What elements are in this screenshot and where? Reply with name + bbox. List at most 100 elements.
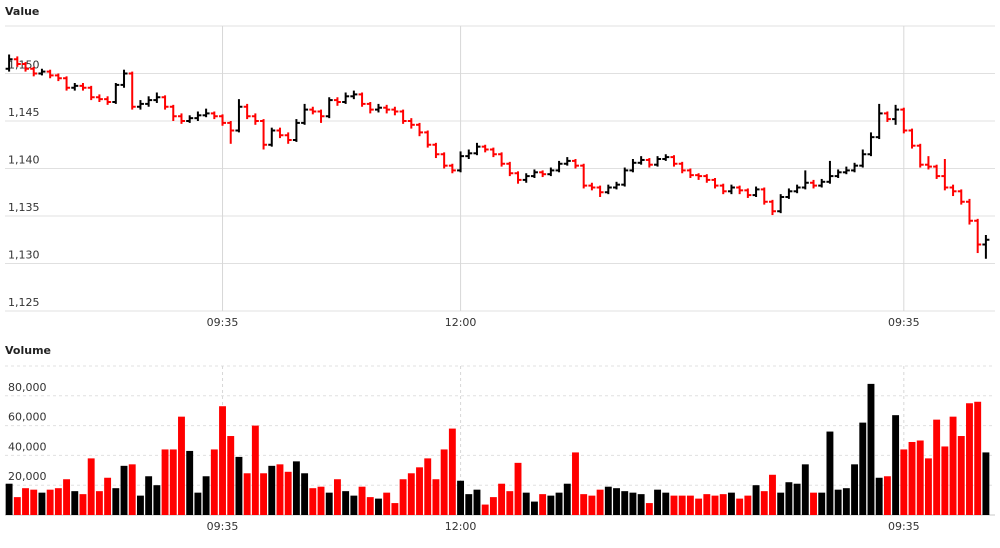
x-tick-label: 09:35 [207, 316, 239, 329]
volume-bar [555, 492, 563, 515]
volume-bar [966, 403, 973, 515]
volume-bar [695, 498, 703, 515]
volume-bar [95, 491, 103, 515]
volume-bar [54, 488, 62, 515]
volume-bar [957, 436, 965, 515]
volume-bar [613, 488, 620, 515]
volume-bar [892, 415, 900, 515]
volume-bar [145, 476, 153, 515]
volume-bar [416, 467, 423, 515]
volume-bar [375, 498, 382, 515]
volume-bar [5, 483, 13, 515]
volume-bar [243, 473, 251, 515]
volume-bar [547, 495, 555, 515]
volume-bar [489, 497, 497, 515]
volume-bar [194, 492, 202, 515]
y-tick-label: 60,000 [8, 411, 47, 424]
volume-bar [342, 491, 350, 515]
volume-bar [309, 488, 317, 515]
volume-bar [629, 492, 637, 515]
x-tick-label: 09:35 [888, 316, 920, 329]
volume-bar [883, 476, 891, 515]
volume-bar [79, 494, 87, 515]
chart-title: Volume [5, 344, 51, 357]
y-tick-label: 20,000 [8, 470, 47, 483]
volume-bar [251, 425, 259, 515]
volume-bar [982, 452, 990, 515]
volume-bar [260, 473, 268, 515]
volume-bar [71, 491, 79, 515]
volume-bar [432, 479, 440, 515]
y-tick-label: 1,140 [8, 154, 40, 167]
volume-bar [851, 464, 859, 515]
volume-bar [637, 494, 645, 515]
volume-bar [924, 458, 932, 515]
y-tick-label: 1,135 [8, 201, 40, 214]
x-tick-label: 12:00 [445, 520, 477, 533]
volume-bar [522, 492, 530, 515]
volume-bar [588, 495, 596, 515]
volume-bar [268, 465, 276, 515]
volume-bar [227, 436, 235, 515]
volume-bar [662, 492, 670, 515]
volume-bar [949, 416, 957, 515]
volume-bar [391, 503, 399, 515]
volume-bar [859, 422, 867, 515]
chart-title: Value [5, 5, 39, 18]
volume-bar [810, 492, 817, 515]
volume-bar [621, 491, 629, 515]
volume-bar [235, 456, 243, 515]
volume-bar [465, 494, 473, 515]
volume-bar [104, 477, 112, 515]
volume-bar [186, 450, 194, 515]
volume-bar [292, 461, 300, 515]
volume-bar [678, 495, 686, 515]
volume-bar [834, 489, 842, 515]
volume-bar [686, 495, 694, 515]
volume-bar [13, 497, 21, 515]
volume-bar [440, 449, 448, 515]
volume-bar [22, 488, 29, 515]
volume-bar [563, 483, 571, 515]
volume-bar [744, 495, 752, 515]
volume-bar [128, 464, 136, 515]
y-tick-label: 1,145 [8, 106, 40, 119]
volume-bar [727, 492, 735, 515]
volume-bar [284, 471, 292, 515]
volume-bar [169, 449, 177, 515]
volume-bar [383, 492, 391, 515]
y-tick-label: 40,000 [8, 440, 47, 453]
volume-bar [219, 406, 226, 515]
volume-bar [703, 494, 711, 515]
volume-bar [301, 473, 309, 515]
volume-bar [572, 452, 579, 515]
volume-bar [112, 488, 120, 515]
volume-bar [366, 497, 374, 515]
volume-bar [210, 449, 218, 515]
volume-bar [63, 479, 71, 515]
volume-bar [407, 473, 415, 515]
volume-bar [752, 485, 760, 515]
volume-bar [358, 486, 366, 515]
volume-bar [333, 479, 341, 515]
volume-bar [276, 464, 284, 515]
volume-bar [777, 492, 785, 515]
volume-bar [202, 476, 210, 515]
volume-bar [596, 489, 604, 515]
volume-bar [769, 474, 776, 515]
y-tick-label: 1,125 [8, 296, 40, 309]
volume-bar [604, 486, 612, 515]
x-tick-label: 09:35 [888, 520, 920, 533]
volume-bar [875, 477, 883, 515]
volume-bar [654, 489, 662, 515]
volume-bar [826, 431, 834, 515]
volume-bar [645, 503, 653, 515]
volume-bar [908, 441, 916, 515]
volume-bar [120, 465, 128, 515]
volume-bar [793, 483, 801, 515]
volume-bar [399, 479, 407, 515]
volume-bar [916, 440, 924, 515]
volume-bar [457, 480, 465, 515]
volume-bar [498, 483, 506, 515]
volume-bar [448, 428, 456, 515]
